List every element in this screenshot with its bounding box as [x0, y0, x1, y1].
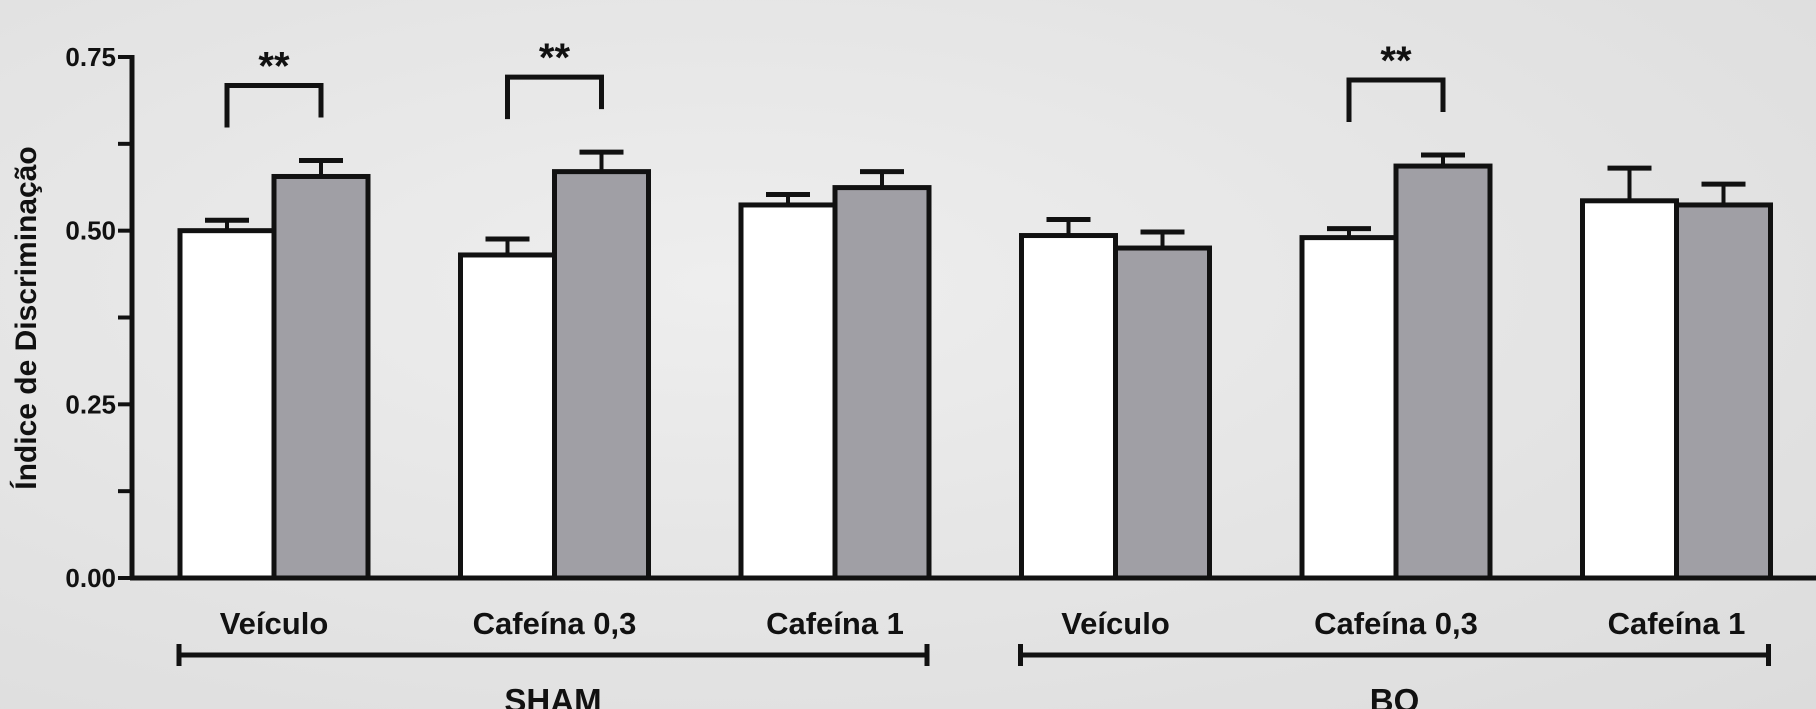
- significance-bracket: [1346, 77, 1446, 122]
- bar: [1674, 202, 1773, 581]
- significance-bracket: [505, 74, 604, 120]
- bar: [1393, 163, 1493, 581]
- group-label: BO: [1370, 682, 1420, 709]
- x-tick-label: Cafeína 1: [1608, 606, 1746, 641]
- bar: [738, 202, 838, 581]
- bar: [1113, 245, 1212, 581]
- y-tick-label: 0.00: [65, 563, 116, 593]
- x-tick-label: Cafeína 0,3: [473, 606, 637, 641]
- bars: [177, 149, 1773, 581]
- x-tick-label: Veículo: [220, 606, 329, 641]
- group-label: SHAM: [504, 682, 601, 709]
- bar: [1019, 233, 1118, 581]
- significance-bracket: [224, 83, 324, 128]
- significance-label: **: [258, 45, 290, 89]
- bar: [271, 173, 371, 581]
- bar: [177, 228, 277, 581]
- bar: [1299, 235, 1399, 581]
- x-tick-label: Cafeína 0,3: [1314, 606, 1478, 641]
- x-tick-label: Cafeína 1: [766, 606, 904, 641]
- bar: [832, 185, 932, 581]
- y-axis-label: Índice de Discriminação: [9, 146, 43, 489]
- y-tick-label: 0.75: [65, 42, 116, 72]
- significance-label: **: [1380, 39, 1412, 83]
- y-tick-label: 0.25: [65, 389, 116, 419]
- y-tick-label: 0.50: [65, 216, 116, 246]
- annotations: Veículo Cafeína 0,3 Cafeína 1 Veículo Cafeín…: [176, 36, 1771, 709]
- bar: [1580, 198, 1679, 581]
- significance-label: **: [539, 36, 571, 80]
- axes: 0.00 0.25 0.50 0.75: [65, 42, 1816, 593]
- bar: [552, 169, 651, 581]
- bar: [458, 252, 557, 581]
- x-tick-label: Veículo: [1061, 606, 1170, 641]
